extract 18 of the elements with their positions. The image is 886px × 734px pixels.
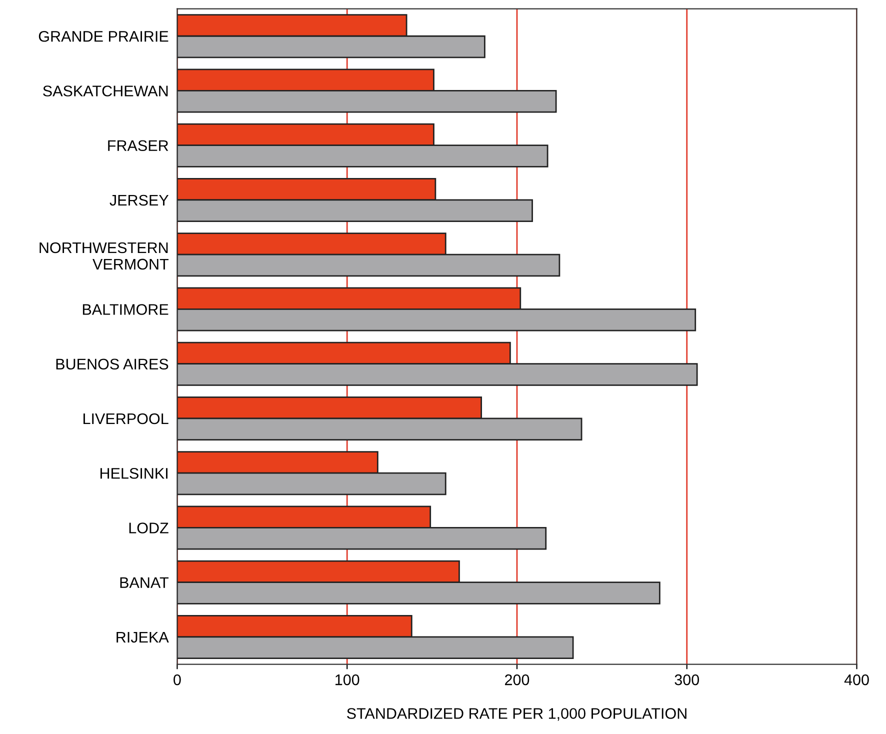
x-tick-label: 100 <box>336 674 360 686</box>
y-tick-label: LIVERPOOL <box>84 413 168 424</box>
y-tick-label: NORTHWESTERN VERMONT <box>40 242 169 270</box>
y-tick-label: RIJEKA <box>116 632 169 643</box>
y-tick-label: BANAT <box>120 577 169 588</box>
x-axis-title: STANDARDIZED RATE PER 1,000 POPULATION <box>347 708 686 721</box>
y-tick-label: HELSINKI <box>100 468 168 479</box>
x-tick-label: 0 <box>174 674 181 686</box>
y-tick-label: BUENOS AIRES <box>56 358 168 370</box>
y-tick-label: SASKATCHEWAN <box>43 86 168 96</box>
x-tick-label: 200 <box>505 674 530 686</box>
y-tick-label: GRANDE PRAIRIE <box>38 30 168 42</box>
x-tick-label: 400 <box>844 674 869 686</box>
x-tick-label: 300 <box>674 674 700 686</box>
y-tick-label: LODZ <box>129 522 168 534</box>
y-tick-label: JERSEY <box>110 194 169 206</box>
y-tick-label: FRASER <box>108 140 168 152</box>
y-tick-label: BALTIMORE <box>82 304 168 315</box>
